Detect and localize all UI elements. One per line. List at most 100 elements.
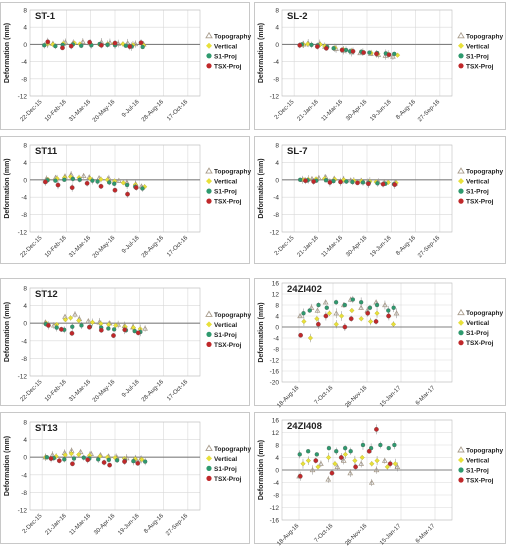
data-point-tsx-proj	[380, 181, 386, 187]
data-point-topography	[333, 310, 340, 316]
data-point-vertical	[333, 321, 339, 327]
data-point-tsx-proj	[42, 179, 48, 185]
data-point-tsx-proj	[342, 324, 348, 330]
data-point-s1-proj	[105, 42, 110, 47]
y-tick-label: -4	[273, 59, 279, 66]
legend-label: Vertical	[466, 179, 489, 186]
data-point-topography	[115, 177, 122, 183]
data-point-topography	[77, 448, 84, 455]
data-point-tsx-proj	[112, 187, 118, 193]
data-point-vertical	[338, 313, 345, 319]
data-point-tsx-proj	[55, 182, 61, 188]
data-point-s1-proj	[112, 181, 117, 186]
y-tick-label: -12	[270, 230, 280, 237]
data-point-tsx-proj	[87, 324, 92, 330]
y-tick-label: 8	[23, 8, 27, 15]
legend-label: Topography	[466, 169, 503, 176]
legend-label: TSX-Proj	[214, 63, 242, 70]
legend-label: Vertical	[466, 320, 489, 327]
data-point-tsx-proj	[98, 327, 104, 333]
data-point-tsx-proj	[45, 39, 51, 45]
legend-marker-topography	[457, 167, 465, 174]
data-point-tsx-proj	[297, 42, 303, 48]
y-tick-label: -4	[21, 338, 27, 345]
data-point-vertical	[120, 180, 126, 186]
data-point-vertical	[76, 451, 82, 458]
data-point-tsx-proj	[348, 316, 354, 322]
data-point-vertical	[349, 307, 355, 314]
legend-marker-vertical	[206, 42, 212, 49]
data-point-tsx-proj	[99, 42, 104, 48]
plot-area	[29, 287, 201, 377]
data-point-tsx-proj	[297, 473, 303, 479]
data-point-s1-proj	[44, 455, 50, 460]
y-axis-label: Deformation (mm)	[258, 440, 265, 500]
data-point-vertical	[300, 461, 306, 467]
y-tick-label: -12	[270, 505, 280, 512]
data-point-s1-proj	[42, 43, 47, 48]
data-point-s1-proj	[324, 305, 329, 310]
data-point-tsx-proj	[338, 455, 344, 460]
data-point-s1-proj	[71, 456, 77, 461]
data-point-vertical	[62, 452, 68, 458]
data-point-topography	[325, 476, 332, 482]
legend-label: Vertical	[214, 43, 237, 50]
y-tick-label: -8	[21, 356, 27, 363]
panel-title: ST-1	[35, 11, 56, 22]
data-point-vertical	[342, 451, 348, 457]
data-point-tsx-proj	[98, 183, 104, 189]
legend-label: TSX-Proj	[466, 199, 494, 206]
legend-marker-s1-proj	[458, 188, 464, 194]
data-point-vertical	[89, 319, 96, 325]
legend-marker-tsx-proj	[206, 198, 212, 204]
data-point-vertical	[142, 184, 148, 190]
data-point-s1-proj	[297, 452, 302, 457]
panel-frame	[254, 136, 506, 264]
legend-label: Vertical	[214, 322, 237, 329]
y-tick-label: -8	[273, 212, 279, 219]
data-point-s1-proj	[114, 458, 120, 463]
y-tick-label: 8	[23, 420, 27, 427]
y-tick-label: 0	[23, 42, 27, 49]
data-point-tsx-proj	[122, 459, 127, 464]
y-tick-label: -4	[273, 480, 279, 487]
data-point-tsx-proj	[353, 464, 358, 470]
data-point-topography	[358, 304, 364, 310]
data-point-tsx-proj	[329, 470, 335, 476]
data-point-vertical	[315, 464, 321, 470]
data-point-vertical	[384, 464, 390, 470]
y-tick-label: 4	[275, 160, 279, 167]
data-point-topography	[347, 470, 354, 476]
legend-marker-tsx-proj	[458, 340, 464, 346]
legend-marker-tsx-proj	[458, 477, 464, 483]
data-point-s1-proj	[90, 178, 95, 183]
data-point-tsx-proj	[313, 458, 319, 463]
data-point-s1-proj	[392, 51, 397, 57]
y-tick-label: -12	[18, 508, 28, 515]
data-point-vertical	[341, 177, 347, 183]
data-point-topography	[334, 463, 341, 470]
y-tick-label: 0	[23, 321, 27, 328]
legend-marker-topography	[205, 310, 213, 317]
data-point-tsx-proj	[314, 44, 320, 49]
y-tick-label: -8	[273, 347, 279, 354]
data-point-tsx-proj	[125, 191, 130, 197]
legend-marker-tsx-proj	[206, 63, 212, 69]
data-point-topography	[382, 301, 388, 308]
legend-marker-topography	[457, 31, 465, 39]
data-point-topography	[322, 299, 329, 305]
data-point-s1-proj	[350, 179, 355, 185]
legend-label: Vertical	[214, 456, 237, 463]
legend-marker-vertical	[458, 319, 464, 326]
data-point-s1-proj	[331, 46, 336, 51]
legend-label: TSX-Proj	[214, 476, 242, 483]
data-point-tsx-proj	[315, 321, 321, 327]
y-axis-label: Deformation (mm)	[4, 158, 11, 218]
data-point-vertical	[98, 176, 104, 182]
data-point-s1-proj	[359, 300, 364, 305]
y-tick-label: 8	[23, 286, 27, 293]
